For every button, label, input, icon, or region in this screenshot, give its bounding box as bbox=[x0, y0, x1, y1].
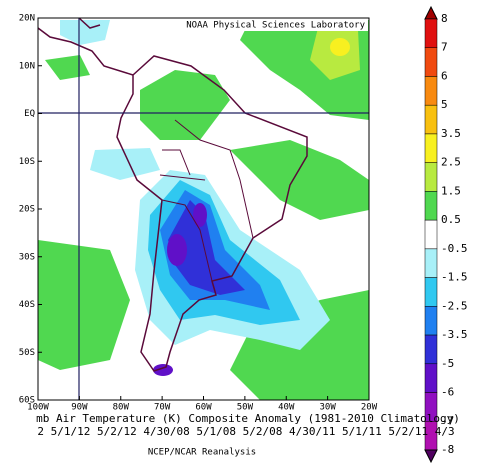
caption-line: NCEP/NCAR Reanalysis bbox=[148, 448, 256, 458]
colorbar-label: -7 bbox=[441, 414, 454, 427]
colorbar-label: 3.5 bbox=[441, 127, 461, 140]
axes: 100W 90W 80W 70W 60W 50W 40W 30W 20W 20N 10N EQ 10S 2… bbox=[19, 14, 378, 413]
colorbar-label: 8 bbox=[441, 12, 448, 25]
colorbar-label: 0.5 bbox=[441, 213, 461, 226]
y-tick-label: 40S bbox=[19, 300, 35, 310]
x-tick-label: 80W bbox=[113, 403, 130, 413]
anomaly-field bbox=[38, 18, 369, 400]
colorbar-box bbox=[424, 306, 438, 336]
caption-line: 2 5/1/12 5/2/12 4/30/08 5/1/08 5/2/08 4/… bbox=[37, 425, 454, 438]
caption-line: mb Air Temperature (K) Composite Anomaly… bbox=[36, 412, 460, 425]
x-tick-label: 90W bbox=[71, 403, 88, 413]
colorbar-box bbox=[424, 133, 438, 163]
colorbar-label: -2.5 bbox=[441, 299, 468, 312]
x-tick-label: 40W bbox=[278, 403, 295, 413]
colorbar-arrow bbox=[424, 5, 438, 20]
colorbar-label: -6 bbox=[441, 386, 454, 399]
x-tick-label: 50W bbox=[237, 403, 254, 413]
x-tick-label: 20W bbox=[361, 403, 378, 413]
x-tick-label: 60W bbox=[195, 403, 212, 413]
colorbar-box bbox=[424, 219, 438, 250]
colorbar-label: -0.5 bbox=[441, 242, 468, 255]
credit: NOAA Physical Sciences Laboratory bbox=[186, 21, 365, 31]
colorbar-label: 6 bbox=[441, 69, 448, 82]
colorbar-box bbox=[424, 334, 438, 365]
credit-box bbox=[180, 19, 368, 31]
colorbar-box bbox=[424, 248, 438, 278]
x-tick-label: 100W bbox=[27, 403, 49, 413]
y-tick-label: 10S bbox=[19, 157, 35, 167]
y-tick-label: EQ bbox=[24, 109, 35, 119]
colorbar-label: -5 bbox=[441, 357, 454, 370]
colorbar-box bbox=[424, 162, 438, 192]
colorbar: 8 7 6 5 3.5 2.5 1.5 0.5 -0.5 -1.5 -2.5 -3.5 -5 -6 -7 -8 bbox=[424, 5, 468, 464]
y-tick-label: 50S bbox=[19, 348, 35, 358]
colorbar-label: -1.5 bbox=[441, 271, 468, 284]
colorbar-box bbox=[424, 18, 438, 48]
colorbar-label: -8 bbox=[441, 443, 454, 456]
colorbar-box bbox=[424, 47, 438, 77]
colorbar-box bbox=[424, 104, 438, 135]
x-tick-label: 70W bbox=[154, 403, 171, 413]
colorbar-box bbox=[424, 363, 438, 393]
colorbar-label: 1.5 bbox=[441, 184, 461, 197]
colorbar-box bbox=[424, 277, 438, 307]
colorbar-arrow bbox=[424, 449, 438, 464]
y-tick-label: 20N bbox=[19, 14, 35, 24]
colorbar-label: 7 bbox=[441, 41, 448, 54]
colorbar-label: -3.5 bbox=[441, 328, 468, 341]
y-tick-label: 60S bbox=[19, 396, 35, 406]
y-tick-label: 20S bbox=[19, 205, 35, 215]
colorbar-box bbox=[424, 76, 438, 106]
colorbar-label: 5 bbox=[441, 98, 448, 111]
colorbar-label: 2.5 bbox=[441, 156, 461, 169]
y-tick-label: 30S bbox=[19, 252, 35, 262]
x-tick-label: 30W bbox=[319, 403, 336, 413]
colorbar-box bbox=[424, 191, 438, 221]
y-tick-label: 10N bbox=[19, 61, 35, 71]
